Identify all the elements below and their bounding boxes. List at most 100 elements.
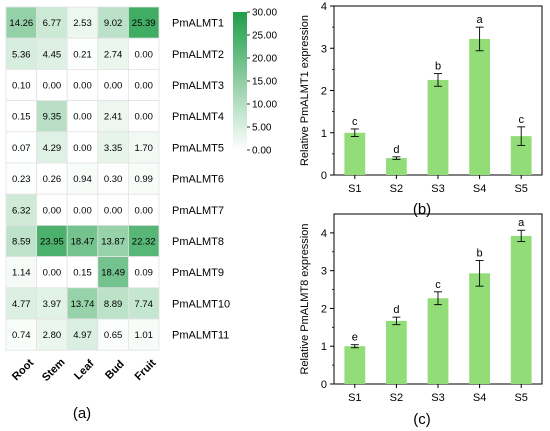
bar-chart-b: 0 1 2 3 4 Relative PmALMT1 expression c S1 d S2 b S… [299, 1, 543, 195]
heatmap-cell-value: 0.00 [73, 112, 92, 123]
heatmap-cell [5, 6, 38, 39]
heatmap-cell-value: 0.15 [73, 268, 92, 279]
colorbar-tick-label: 20.00 [252, 54, 277, 65]
heatmap-cell [97, 318, 129, 351]
heatmap-cell-value: 0.07 [12, 143, 31, 154]
x-tick-label: S5 [514, 392, 527, 404]
heatmap-cell-value: 0.00 [43, 268, 62, 279]
heatmap-row-label: PmALMT10 [172, 298, 230, 310]
significance-letter: a [518, 217, 525, 229]
heatmap-cell [127, 162, 160, 195]
colorbar-tick-label: 10.00 [252, 100, 277, 111]
heatmap-row-label: PmALMT4 [172, 111, 224, 123]
heatmap-row-label: PmALMT8 [172, 236, 224, 248]
heatmap-cell-value: 2.41 [104, 112, 123, 123]
significance-letter: e [352, 332, 358, 344]
heatmap-row-label: PmALMT1 [172, 18, 224, 30]
heatmap-cell-value: 3.97 [43, 299, 62, 310]
heatmap-cell-value: 0.10 [12, 81, 31, 92]
heatmap-cell-value: 0.00 [104, 205, 123, 216]
x-tick-label: S2 [390, 183, 403, 195]
heatmap-column-label: Stem [40, 356, 68, 384]
y-tick-label: 1 [321, 128, 327, 140]
heatmap-cell [36, 100, 68, 133]
heatmap-cell-value: 18.49 [101, 268, 125, 279]
heatmap-cell-value: 8.59 [12, 237, 31, 248]
heatmap-cell [66, 318, 99, 351]
heatmap-cell-value: 4.97 [73, 330, 92, 341]
heatmap-cell-value: 0.00 [73, 205, 92, 216]
heatmap-cell [127, 287, 160, 320]
heatmap-cell [36, 224, 68, 257]
heatmap-row-label: PmALMT5 [172, 142, 224, 154]
heatmap-cell-value: 6.77 [43, 18, 62, 29]
heatmap-cell [5, 193, 38, 226]
heatmap-cell-value: 0.00 [134, 49, 153, 60]
significance-letter: b [435, 61, 441, 73]
heatmap-row-label: PmALMT9 [172, 267, 224, 279]
heatmap-cell-value: 2.53 [73, 18, 92, 29]
heatmap-cell-value: 3.35 [104, 143, 123, 154]
heatmap-cell [127, 256, 160, 289]
bar [344, 346, 366, 384]
heatmap-cell-value: 0.00 [104, 81, 123, 92]
heatmap-cell-value: 0.00 [134, 205, 153, 216]
heatmap-cell [66, 37, 99, 70]
heatmap-cell-value: 0.00 [73, 81, 92, 92]
y-tick-label: 3 [321, 43, 327, 55]
x-tick-label: S4 [473, 183, 486, 195]
y-axis-label: Relative PmALMT1 expression [299, 15, 311, 166]
heatmap-row-label: PmALMT6 [172, 174, 224, 186]
bar [344, 132, 366, 175]
heatmap-row-labels: PmALMT1 PmALMT2 PmALMT3 PmALMT4 PmALMT5 PmALM… [172, 18, 230, 342]
heatmap-cell [36, 69, 68, 102]
bar [469, 38, 490, 175]
heatmap-cell-value: 0.00 [134, 112, 153, 123]
heatmap-cell-value: 9.02 [104, 18, 123, 29]
y-tick-label: 3 [321, 266, 327, 278]
colorbar-tick-label: 0.00 [252, 146, 272, 157]
heatmap-cell [5, 100, 38, 133]
bar [386, 320, 407, 384]
heatmap-column-label: Root [10, 357, 36, 383]
heatmap-cell-value: 0.74 [12, 330, 31, 341]
bar [510, 235, 532, 384]
bar [427, 79, 449, 175]
x-tick-label: S1 [348, 392, 361, 404]
colorbar-tick-label: 15.00 [252, 77, 277, 88]
heatmap-row-label: PmALMT11 [172, 330, 229, 342]
heatmap-cell [5, 318, 38, 351]
heatmap-cell-value: 0.99 [134, 174, 153, 185]
y-tick-label: 4 [321, 1, 327, 13]
panel-label-c: (c) [413, 411, 431, 428]
y-tick-label: 4 [321, 228, 327, 240]
panel-label-a: (a) [73, 405, 91, 422]
heatmap-cell-value: 9.35 [43, 112, 62, 123]
heatmap-cell [97, 100, 129, 133]
heatmap-cell [97, 162, 129, 195]
y-tick-label: 2 [321, 86, 327, 98]
heatmap-cell [5, 37, 38, 70]
significance-letter: c [352, 116, 358, 128]
heatmap-cell-value: 25.39 [132, 18, 156, 29]
x-tick-label: S1 [348, 183, 361, 195]
heatmap-cell [36, 131, 68, 164]
heatmap-row-label: PmALMT7 [172, 205, 224, 217]
heatmap-cell-value: 0.21 [73, 49, 92, 60]
significance-letter: d [393, 144, 399, 156]
colorbar-tick-label: 25.00 [252, 31, 277, 42]
heatmap-panel: 14.26 6.77 2.53 9.02 25.39 5.36 4.45 0.21 2.74 0.… [5, 6, 277, 422]
heatmap-cell-value: 1.01 [134, 330, 153, 341]
colorbar-tick-label: 30.00 [252, 8, 277, 19]
heatmap-cell [66, 287, 99, 320]
heatmap-cell-value: 0.09 [134, 268, 153, 279]
y-axis-label: Relative PmALMT8 expression [299, 223, 311, 374]
heatmap-row-label: PmALMT2 [172, 49, 224, 61]
heatmap-cell-value: 0.23 [12, 174, 31, 185]
heatmap-cell-value: 5.36 [12, 49, 31, 60]
heatmap-cell-value: 0.30 [104, 174, 123, 185]
x-tick-label: S4 [473, 392, 486, 404]
heatmap-column-labels: Root Stem Leaf Bud Fruit [10, 356, 159, 384]
significance-letter: c [435, 279, 441, 291]
x-tick-label: S2 [390, 392, 403, 404]
